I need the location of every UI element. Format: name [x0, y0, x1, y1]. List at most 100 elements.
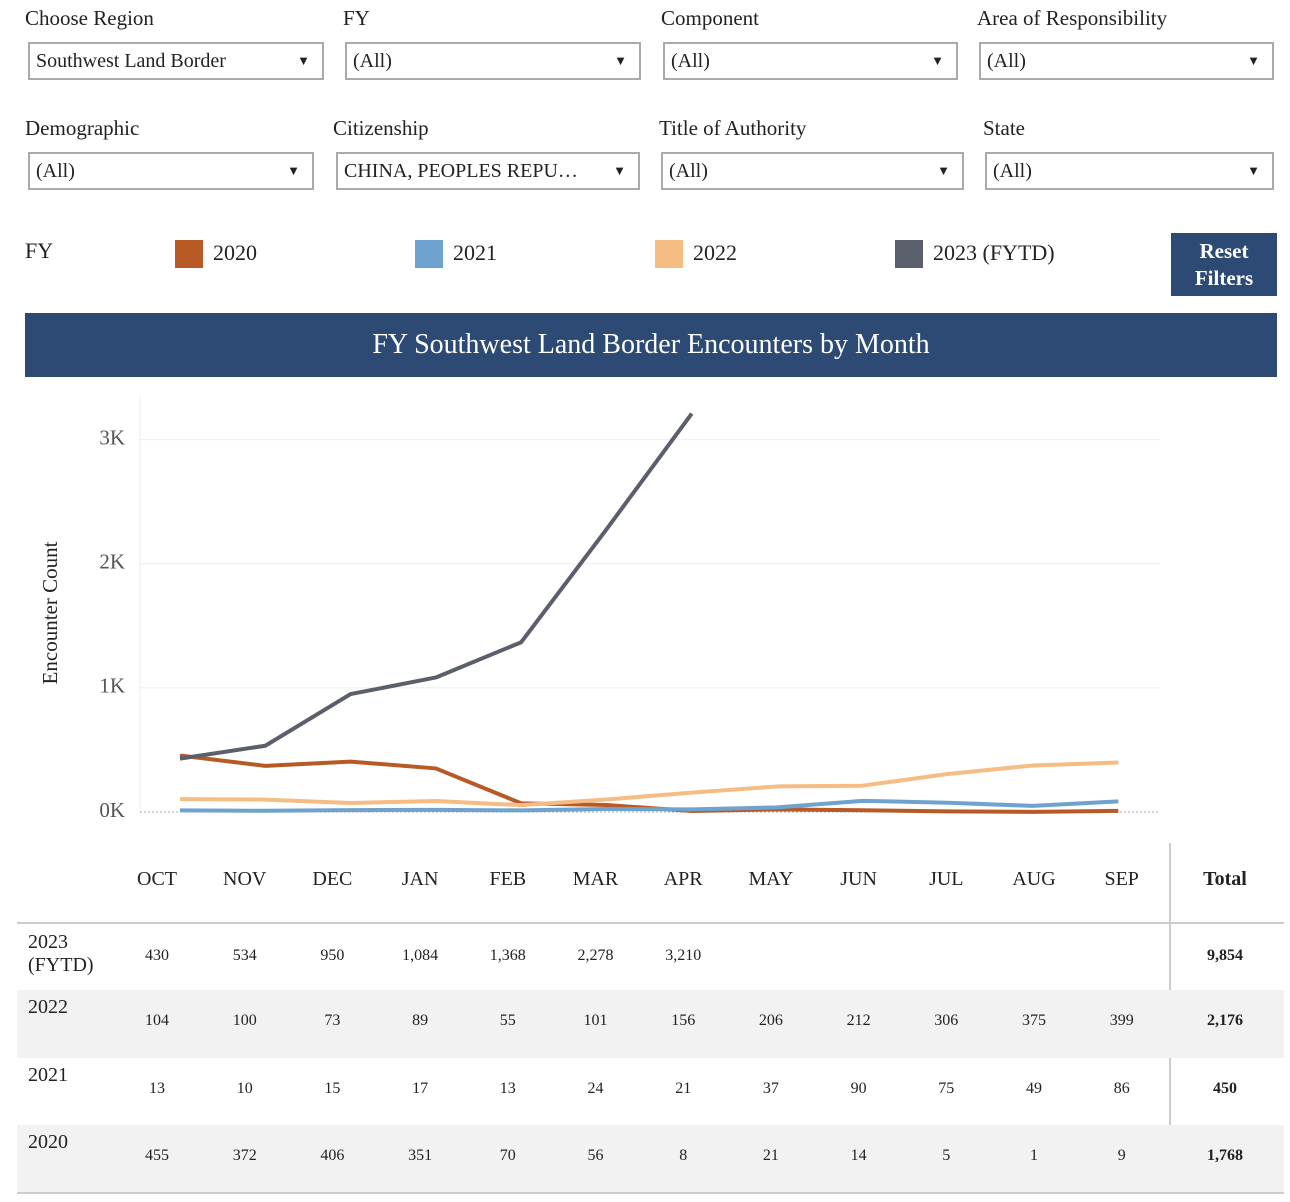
row-label: 2021 — [28, 1064, 68, 1086]
table-cell: 156 — [671, 1012, 696, 1029]
table-cell: 534 — [232, 947, 257, 964]
filter-value: (All) — [987, 50, 1026, 72]
table-cell: 372 — [232, 1147, 257, 1164]
table-total: 9,854 — [1207, 947, 1243, 964]
legend-label[interactable]: 2023 (FYTD) — [933, 240, 1055, 265]
filter-dropdown[interactable]: (All) ▼ — [345, 42, 641, 80]
table-cell: 70 — [499, 1147, 516, 1164]
table-total: 2,176 — [1207, 1012, 1243, 1029]
row-label: 2023 (FYTD) — [28, 931, 94, 976]
column-header: MAR — [572, 868, 619, 890]
table-cell: 49 — [1026, 1080, 1042, 1097]
table-cell: 13 — [149, 1080, 165, 1097]
filter-dropdown[interactable]: (All) ▼ — [979, 42, 1274, 80]
table-cell: 2,278 — [577, 947, 614, 964]
filter-dropdown[interactable]: CHINA, PEOPLES REPU… ▼ — [336, 152, 640, 190]
filter-label: FY — [343, 6, 370, 30]
column-header: JUL — [929, 868, 964, 890]
table-total: 1,768 — [1207, 1147, 1243, 1164]
table-line — [17, 922, 1284, 924]
table-cell: 15 — [324, 1080, 341, 1097]
line-series — [179, 760, 1119, 808]
line-series — [179, 412, 694, 761]
chart-title: FY Southwest Land Border Encounters by M… — [25, 313, 1277, 377]
y-tick-label: 0K — [99, 798, 125, 822]
legend-swatch[interactable] — [895, 240, 923, 268]
row-label: 2022 — [28, 996, 68, 1018]
filter-dropdown[interactable]: (All) ▼ — [28, 152, 314, 190]
column-header: SEP — [1104, 868, 1139, 890]
chart: Encounter Count 0K 1K 2K 3K — [38, 395, 1160, 822]
column-header: OCT — [137, 868, 177, 890]
line-series — [179, 798, 1119, 813]
column-header: JUN — [840, 868, 877, 890]
table-cell: 21 — [675, 1080, 692, 1097]
filter-label: Demographic — [25, 116, 140, 140]
table-cell: 375 — [1022, 1012, 1046, 1029]
table-cell: 86 — [1113, 1080, 1130, 1097]
legend-swatch[interactable] — [175, 240, 203, 268]
filter-label: Choose Region — [25, 6, 154, 30]
table-cell: 950 — [320, 947, 345, 964]
dropdown-arrow: ▼ — [1247, 53, 1260, 68]
table-cell: 455 — [145, 1147, 169, 1164]
table-cell: 21 — [762, 1147, 779, 1164]
y-tick-label: 1K — [99, 674, 125, 698]
legend-swatch[interactable] — [655, 240, 683, 268]
table-cell: 399 — [1109, 1012, 1134, 1029]
filter-label: Component — [661, 6, 759, 30]
table-cell: 5 — [942, 1147, 951, 1164]
table-cell: 75 — [938, 1080, 955, 1097]
filter-label: Title of Authority — [659, 116, 807, 140]
legend-label[interactable]: 2021 — [453, 240, 497, 265]
table-cell: 10 — [236, 1080, 253, 1097]
column-header: AUG — [1012, 868, 1056, 890]
column-header: Total — [1203, 868, 1247, 890]
filter-value: (All) — [36, 160, 75, 182]
table-cell: 430 — [145, 947, 169, 964]
dropdown-arrow: ▼ — [287, 163, 300, 178]
table-cell: 1,084 — [402, 947, 439, 964]
filter-value: CHINA, PEOPLES REPU… — [344, 160, 578, 182]
table-cell: 1,368 — [489, 947, 526, 964]
table-cell: 212 — [846, 1012, 871, 1029]
filter-dropdown[interactable]: (All) ▼ — [661, 152, 964, 190]
row-label: 2020 — [28, 1131, 68, 1153]
table-row-bg — [17, 1125, 1284, 1192]
table-cell: 100 — [232, 1012, 257, 1029]
table-cell: 8 — [679, 1147, 688, 1164]
filter-label: Area of Responsibility — [977, 6, 1168, 30]
table-cell: 3,210 — [665, 947, 702, 964]
table-total: 450 — [1213, 1080, 1237, 1097]
table-cell: 13 — [499, 1080, 516, 1097]
table-cell: 351 — [408, 1147, 433, 1164]
filter-dropdown[interactable]: (All) ▼ — [985, 152, 1274, 190]
filter-dropdown[interactable]: Southwest Land Border ▼ — [28, 42, 324, 80]
column-header: DEC — [312, 868, 353, 890]
dropdown-arrow: ▼ — [297, 53, 310, 68]
table-cell: 1 — [1030, 1147, 1038, 1164]
table-cell: 24 — [587, 1080, 604, 1097]
column-header: NOV — [223, 868, 267, 890]
legend-title: FY — [25, 238, 54, 263]
column-header: APR — [663, 868, 703, 890]
column-header: MAY — [748, 868, 794, 890]
column-header: JAN — [401, 868, 439, 890]
table-cell: 9 — [1117, 1147, 1126, 1164]
legend-label[interactable]: 2020 — [213, 240, 257, 265]
dropdown-arrow: ▼ — [613, 163, 626, 178]
filter-value: (All) — [993, 160, 1032, 182]
filter-value: Southwest Land Border — [36, 50, 226, 72]
legend-swatch[interactable] — [415, 240, 443, 268]
filter-value: (All) — [353, 50, 392, 72]
filter-value: (All) — [671, 50, 710, 72]
filter-dropdown[interactable]: (All) ▼ — [663, 42, 958, 80]
table-cell: 17 — [412, 1080, 429, 1097]
dropdown-arrow: ▼ — [937, 163, 950, 178]
legend-label[interactable]: 2022 — [693, 240, 737, 265]
filter-value: (All) — [669, 160, 708, 182]
y-tick-label: 3K — [99, 425, 125, 449]
reset-button[interactable]: Reset Filters — [1171, 233, 1277, 296]
y-tick-label: 2K — [99, 550, 125, 574]
